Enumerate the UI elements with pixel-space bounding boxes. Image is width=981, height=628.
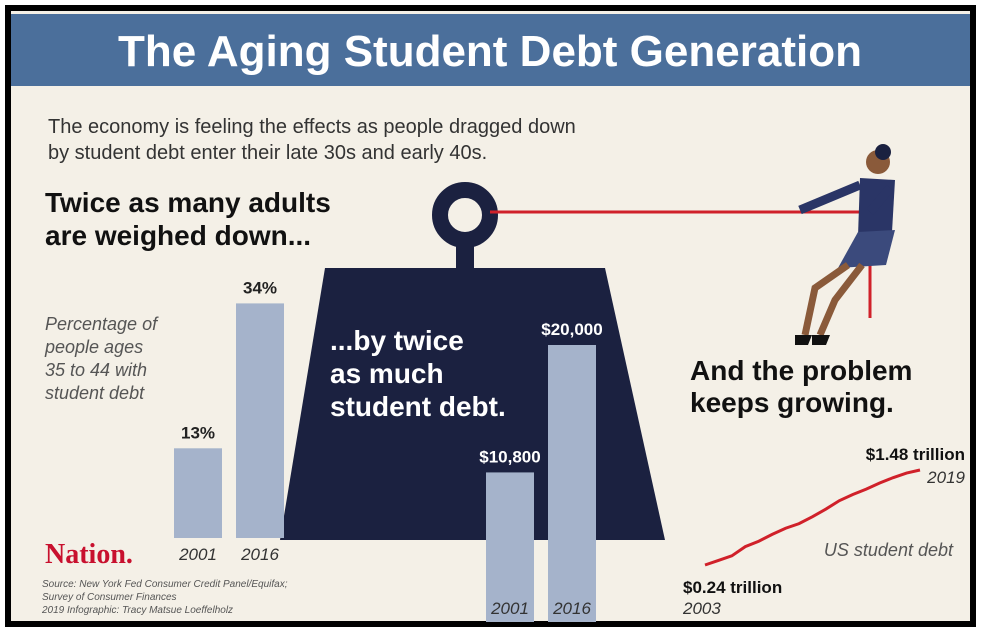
- chart-heading: And the problem: [690, 355, 912, 386]
- chart-annotation: US student debt: [824, 540, 954, 560]
- chart-annotation: 35 to 44 with: [45, 360, 147, 380]
- source-line: Source: New York Fed Consumer Credit Pan…: [42, 579, 288, 590]
- value-label: $0.24 trillion: [683, 578, 782, 597]
- x-tick-label: 2001: [178, 545, 217, 564]
- line: [704, 468, 921, 567]
- bar: [486, 472, 534, 622]
- subtitle-line: by student debt enter their late 30s and…: [48, 142, 487, 164]
- source-line: 2019 Infographic: Tracy Matsue Loeffelho…: [41, 605, 233, 616]
- x-tick-label: 2016: [552, 599, 591, 618]
- value-label: 34%: [243, 278, 277, 297]
- x-tick-label: 2003: [682, 599, 721, 618]
- bar: [174, 448, 222, 538]
- subtitle: The economy is feeling the effects as pe…: [48, 116, 576, 164]
- bar: [236, 303, 284, 538]
- chart-heading: Twice as many adults: [45, 187, 331, 218]
- x-tick-label: 2016: [240, 545, 279, 564]
- source-line: Survey of Consumer Finances: [42, 592, 177, 603]
- chart-heading: keeps growing.: [690, 387, 894, 418]
- chart-annotation: student debt: [45, 383, 145, 403]
- logo: Nation.: [45, 539, 133, 570]
- woman-figure: [795, 144, 895, 345]
- source: Source: New York Fed Consumer Credit Pan…: [41, 579, 288, 616]
- value-label: $20,000: [541, 320, 602, 339]
- value-label: 13%: [181, 423, 215, 442]
- x-tick-label: 2019: [926, 468, 965, 487]
- subtitle-line: The economy is feeling the effects as pe…: [48, 116, 576, 138]
- chart-heading: ...by twice: [330, 325, 464, 356]
- chart-heading: are weighed down...: [45, 220, 311, 251]
- value-label: $1.48 trillion: [866, 445, 965, 464]
- title: The Aging Student Debt Generation: [118, 27, 862, 76]
- title-bar: [11, 14, 970, 86]
- chart-heading: as much: [330, 358, 444, 389]
- chart-heading: student debt.: [330, 391, 506, 422]
- bar: [548, 345, 596, 622]
- x-tick-label: 2001: [490, 599, 529, 618]
- chart-annotation: Percentage of: [45, 314, 159, 334]
- value-label: $10,800: [479, 447, 540, 466]
- chart-annotation: people ages: [44, 337, 143, 357]
